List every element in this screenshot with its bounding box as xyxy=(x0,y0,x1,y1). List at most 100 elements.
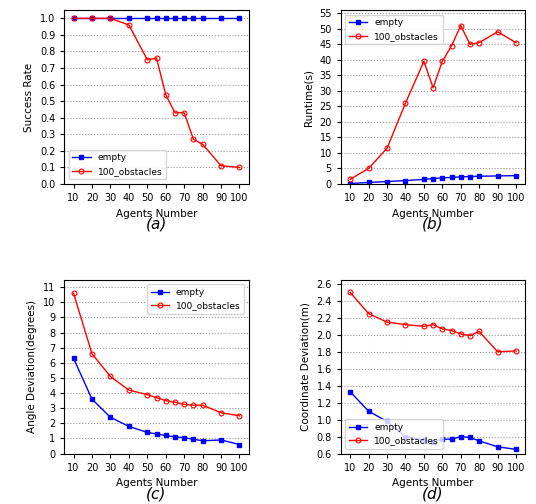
100_obstacles xyxy=(236,164,243,170)
100_obstacles xyxy=(513,40,519,46)
100_obstacles xyxy=(494,29,501,35)
Line: 100_obstacles: 100_obstacles xyxy=(348,23,518,182)
empty xyxy=(125,423,132,429)
100_obstacles xyxy=(89,351,95,357)
Text: (b): (b) xyxy=(422,216,444,231)
100_obstacles xyxy=(513,348,519,354)
empty xyxy=(402,177,408,183)
empty xyxy=(476,438,482,444)
Line: 100_obstacles: 100_obstacles xyxy=(71,16,242,170)
100_obstacles xyxy=(430,85,436,91)
empty xyxy=(153,431,160,437)
100_obstacles xyxy=(347,176,353,182)
empty xyxy=(70,15,77,21)
empty xyxy=(458,433,464,439)
100_obstacles xyxy=(153,55,160,61)
Legend: empty, 100_obstacles: empty, 100_obstacles xyxy=(345,419,443,449)
empty xyxy=(172,434,178,440)
100_obstacles xyxy=(458,331,464,337)
empty xyxy=(190,436,197,442)
empty xyxy=(448,174,455,180)
100_obstacles xyxy=(70,290,77,296)
Text: (a): (a) xyxy=(146,216,167,231)
empty xyxy=(430,176,436,182)
Line: 100_obstacles: 100_obstacles xyxy=(71,291,242,418)
empty xyxy=(384,178,390,184)
empty xyxy=(458,174,464,180)
100_obstacles xyxy=(190,402,197,408)
empty xyxy=(162,15,169,21)
100_obstacles xyxy=(199,141,206,147)
100_obstacles xyxy=(236,413,243,419)
empty xyxy=(448,436,455,442)
100_obstacles xyxy=(172,399,178,405)
empty xyxy=(107,414,114,420)
empty xyxy=(494,173,501,179)
empty xyxy=(199,15,206,21)
empty xyxy=(218,437,224,443)
empty xyxy=(439,175,445,181)
100_obstacles xyxy=(494,349,501,355)
empty xyxy=(181,15,188,21)
empty xyxy=(347,389,353,395)
X-axis label: Agents Number: Agents Number xyxy=(116,209,197,219)
empty xyxy=(402,433,408,439)
Y-axis label: Runtime(s): Runtime(s) xyxy=(304,69,314,125)
100_obstacles xyxy=(199,402,206,408)
100_obstacles xyxy=(70,15,77,21)
empty xyxy=(153,15,160,21)
100_obstacles xyxy=(476,40,482,46)
Y-axis label: Coordinate Deviation(m): Coordinate Deviation(m) xyxy=(301,302,311,431)
100_obstacles xyxy=(439,58,445,65)
100_obstacles xyxy=(125,387,132,393)
100_obstacles xyxy=(144,392,151,398)
empty xyxy=(199,437,206,444)
100_obstacles xyxy=(172,110,178,116)
empty xyxy=(467,173,473,179)
100_obstacles xyxy=(181,401,188,407)
100_obstacles xyxy=(430,322,436,328)
empty xyxy=(366,179,372,185)
100_obstacles xyxy=(448,43,455,49)
empty xyxy=(107,15,114,21)
100_obstacles xyxy=(218,163,224,169)
empty xyxy=(494,444,501,450)
100_obstacles xyxy=(366,165,372,171)
100_obstacles xyxy=(162,398,169,404)
Line: empty: empty xyxy=(71,356,242,447)
100_obstacles xyxy=(402,322,408,328)
empty xyxy=(172,15,178,21)
X-axis label: Agents Number: Agents Number xyxy=(116,478,197,488)
empty xyxy=(384,418,390,424)
100_obstacles xyxy=(162,92,169,98)
100_obstacles xyxy=(107,373,114,380)
X-axis label: Agents Number: Agents Number xyxy=(392,209,474,219)
100_obstacles xyxy=(421,58,427,65)
100_obstacles xyxy=(89,15,95,21)
Text: (c): (c) xyxy=(146,486,167,501)
X-axis label: Agents Number: Agents Number xyxy=(392,478,474,488)
100_obstacles xyxy=(467,41,473,47)
Line: 100_obstacles: 100_obstacles xyxy=(348,290,518,354)
100_obstacles xyxy=(467,333,473,339)
empty xyxy=(366,408,372,414)
empty xyxy=(218,15,224,21)
empty xyxy=(89,15,95,21)
empty xyxy=(162,432,169,438)
100_obstacles xyxy=(153,395,160,401)
100_obstacles xyxy=(448,328,455,334)
empty xyxy=(125,15,132,21)
empty xyxy=(513,172,519,178)
100_obstacles xyxy=(181,110,188,116)
100_obstacles xyxy=(421,323,427,329)
empty xyxy=(476,173,482,179)
empty xyxy=(236,15,243,21)
Y-axis label: Angle Deviation(degrees): Angle Deviation(degrees) xyxy=(27,300,38,433)
100_obstacles xyxy=(439,326,445,332)
100_obstacles xyxy=(347,289,353,295)
Legend: empty, 100_obstacles: empty, 100_obstacles xyxy=(345,15,443,44)
empty xyxy=(190,15,197,21)
empty xyxy=(513,447,519,453)
empty xyxy=(421,437,427,443)
empty xyxy=(144,429,151,435)
